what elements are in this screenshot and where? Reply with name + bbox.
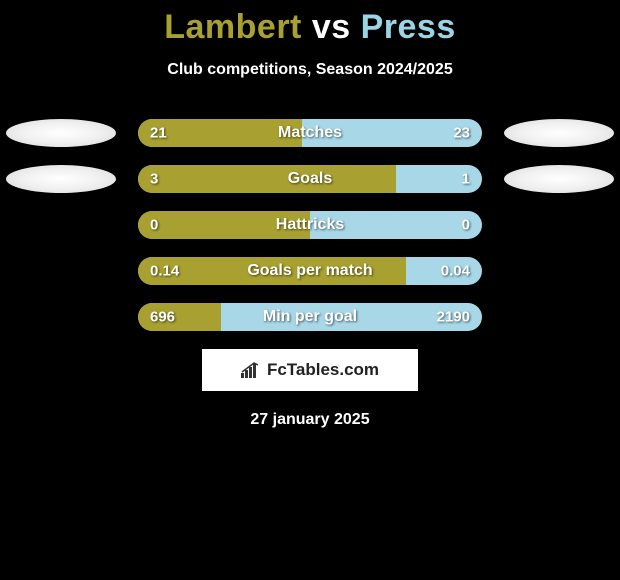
stat-value-left: 3 xyxy=(150,171,158,188)
stat-bar: Goals 3 1 xyxy=(138,165,482,193)
date-text: 27 january 2025 xyxy=(0,411,620,429)
stat-value-left: 0 xyxy=(150,217,158,234)
stat-label: Min per goal xyxy=(263,308,357,326)
stat-value-right: 2190 xyxy=(437,309,470,326)
stat-row: Min per goal 696 2190 xyxy=(0,303,620,331)
stat-label: Hattricks xyxy=(276,216,344,234)
stat-bar: Matches 21 23 xyxy=(138,119,482,147)
stat-row: Hattricks 0 0 xyxy=(0,211,620,239)
team-logo-left xyxy=(6,119,116,147)
comparison-title: Lambert vs Press xyxy=(0,0,620,47)
team-logo-right xyxy=(504,165,614,193)
stat-value-left: 0.14 xyxy=(150,263,179,280)
stat-value-right: 23 xyxy=(453,125,470,142)
stat-value-right: 1 xyxy=(462,171,470,188)
stat-label: Goals xyxy=(288,170,332,188)
stat-bar: Min per goal 696 2190 xyxy=(138,303,482,331)
stat-row: Goals 3 1 xyxy=(0,165,620,193)
stat-value-right: 0.04 xyxy=(441,263,470,280)
stat-bar: Goals per match 0.14 0.04 xyxy=(138,257,482,285)
team-logo-left xyxy=(6,165,116,193)
stat-label: Goals per match xyxy=(247,262,372,280)
brand-text: FcTables.com xyxy=(267,360,379,380)
stat-bar: Hattricks 0 0 xyxy=(138,211,482,239)
vs-text: vs xyxy=(312,8,351,46)
brand-chart-icon xyxy=(241,362,261,378)
stat-row: Goals per match 0.14 0.04 xyxy=(0,257,620,285)
stat-row: Matches 21 23 xyxy=(0,119,620,147)
stat-label: Matches xyxy=(278,124,342,142)
team-logo-right xyxy=(504,119,614,147)
brand-badge: FcTables.com xyxy=(202,349,418,391)
subtitle: Club competitions, Season 2024/2025 xyxy=(0,61,620,79)
stat-value-right: 0 xyxy=(462,217,470,234)
player1-name: Lambert xyxy=(164,8,302,46)
stat-value-left: 696 xyxy=(150,309,175,326)
stats-chart: Matches 21 23 Goals 3 1 Hattricks 0 0 Goals per m… xyxy=(0,119,620,331)
stat-value-left: 21 xyxy=(150,125,167,142)
bar-segment-left xyxy=(138,165,396,193)
player2-name: Press xyxy=(361,8,456,46)
